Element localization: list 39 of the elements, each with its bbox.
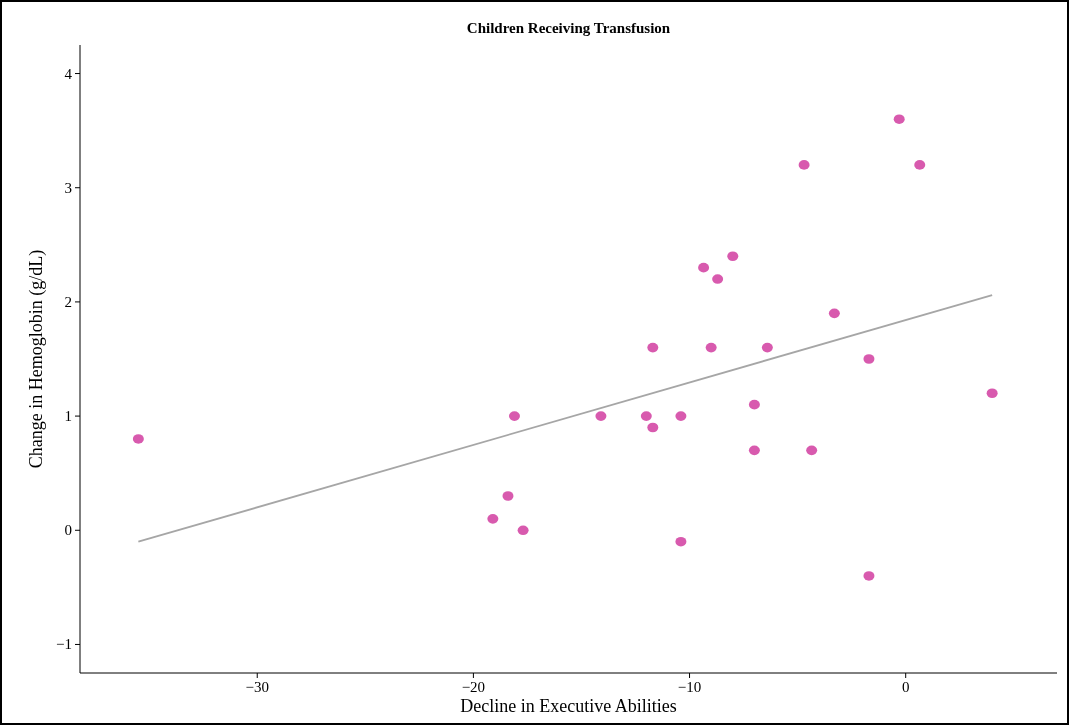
point — [640, 411, 652, 421]
point — [893, 114, 905, 125]
point — [798, 160, 810, 170]
point — [863, 571, 875, 581]
point — [647, 422, 659, 433]
chart-title: Children Receiving Transfusion — [466, 20, 671, 36]
x-tick-label: −30 — [245, 679, 269, 695]
y-tick-label: 0 — [64, 522, 72, 539]
point — [863, 354, 875, 364]
x-tick-label: −20 — [461, 679, 486, 695]
y-axis-title: Change in Hemoglobin (g/dL) — [26, 249, 47, 469]
point — [727, 251, 739, 262]
point — [828, 308, 840, 319]
point — [698, 262, 710, 273]
point — [487, 514, 499, 524]
y-tick-label: 1 — [64, 408, 72, 425]
point — [914, 160, 926, 170]
x-tick-label: 0 — [901, 679, 910, 695]
y-tick-label: 3 — [64, 179, 72, 196]
point — [517, 525, 529, 536]
point — [761, 342, 773, 353]
point — [132, 434, 144, 444]
point — [748, 445, 760, 456]
y-tick-label: 2 — [64, 293, 72, 310]
y-tick-label: 4 — [64, 65, 73, 82]
point — [705, 342, 717, 353]
point — [595, 411, 607, 421]
point — [508, 411, 520, 421]
point — [806, 445, 818, 456]
point — [748, 399, 760, 410]
point — [647, 342, 659, 353]
point — [986, 388, 998, 399]
y-tick-label: −1 — [56, 636, 72, 653]
point — [712, 274, 724, 284]
point — [675, 411, 687, 421]
x-axis-title: Decline in Executive Abilities — [460, 696, 677, 716]
x-tick-label: −10 — [677, 679, 702, 695]
point — [502, 491, 514, 501]
point — [675, 536, 687, 547]
